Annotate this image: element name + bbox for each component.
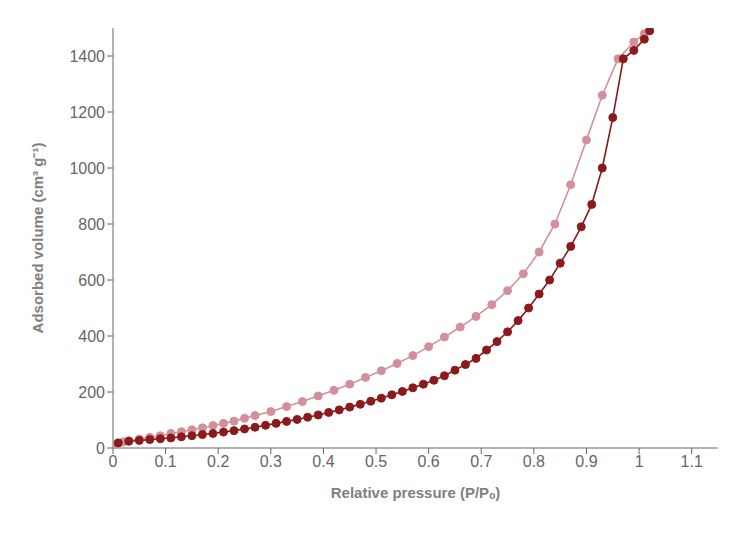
svg-text:1: 1 (635, 453, 644, 470)
svg-text:Adsorbed volume (cm³ g⁻¹): Adsorbed volume (cm³ g⁻¹) (29, 143, 46, 334)
svg-text:0.5: 0.5 (365, 453, 387, 470)
svg-text:1000: 1000 (69, 160, 105, 177)
svg-text:0.3: 0.3 (260, 453, 282, 470)
svg-text:0: 0 (109, 453, 118, 470)
svg-text:800: 800 (78, 216, 105, 233)
svg-text:0.6: 0.6 (418, 453, 440, 470)
svg-text:0.1: 0.1 (154, 453, 176, 470)
svg-text:1.1: 1.1 (681, 453, 703, 470)
svg-text:0.8: 0.8 (523, 453, 545, 470)
svg-text:0.2: 0.2 (207, 453, 229, 470)
svg-text:1200: 1200 (69, 104, 105, 121)
svg-text:Relative pressure (P/Pₒ): Relative pressure (P/Pₒ) (331, 484, 501, 501)
svg-text:0: 0 (96, 440, 105, 457)
svg-text:600: 600 (78, 272, 105, 289)
svg-text:0.9: 0.9 (575, 453, 597, 470)
svg-text:400: 400 (78, 328, 105, 345)
svg-text:0.4: 0.4 (312, 453, 334, 470)
svg-text:200: 200 (78, 384, 105, 401)
svg-text:1400: 1400 (69, 48, 105, 65)
svg-text:0.7: 0.7 (470, 453, 492, 470)
